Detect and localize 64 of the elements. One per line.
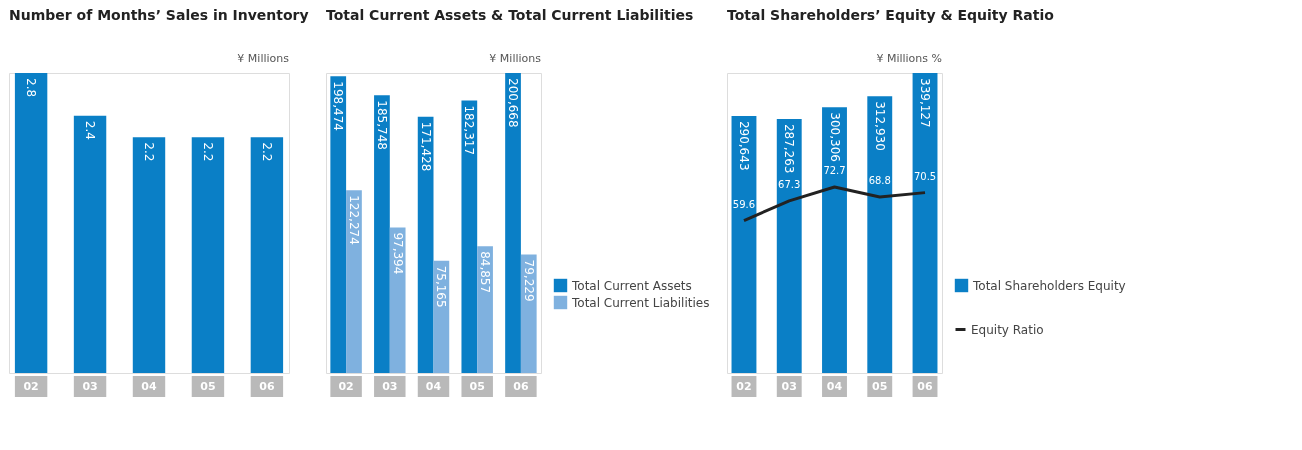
data-label: 84,857 xyxy=(478,251,493,294)
data-label: 312,930 xyxy=(872,101,887,151)
data-label: 75,165 xyxy=(434,265,449,308)
data-label: 290,643 xyxy=(736,120,751,171)
x-tick-label: 02 xyxy=(23,380,39,393)
data-label: 185,748 xyxy=(374,100,389,150)
chart-title: Total Shareholders’ Equity & Equity Ratio xyxy=(727,7,1055,23)
x-tick-label: 02 xyxy=(736,380,752,393)
legend-label: Total Current Assets xyxy=(571,278,692,293)
chart-subtitle: ¥ Millions xyxy=(237,52,290,65)
bar xyxy=(461,100,478,373)
data-label: 198,474 xyxy=(331,81,346,131)
x-tick-label: 04 xyxy=(141,380,157,393)
x-tick-label: 03 xyxy=(382,380,398,393)
chart-subtitle: ¥ Millions xyxy=(489,52,542,65)
data-label: 2.2 xyxy=(200,142,215,162)
x-tick-label: 05 xyxy=(469,380,485,393)
chart-title: Number of Months’ Sales in Inventory xyxy=(9,7,309,23)
data-label: 2.2 xyxy=(259,142,274,162)
bar xyxy=(776,118,802,373)
data-label: 300,306 xyxy=(827,112,842,162)
data-label: 79,229 xyxy=(521,259,536,302)
x-tick-label: 05 xyxy=(200,380,216,393)
bar xyxy=(477,246,493,373)
x-tick-label: 06 xyxy=(513,380,529,393)
data-label: 171,428 xyxy=(418,121,433,172)
data-label: 2.8 xyxy=(24,78,39,98)
bar xyxy=(912,73,938,373)
x-tick-label: 06 xyxy=(917,380,934,393)
legend-label: Total Current Liabilities xyxy=(571,295,710,310)
x-tick-label: 04 xyxy=(425,380,442,393)
bar xyxy=(374,95,390,373)
bar xyxy=(505,73,521,373)
x-tick-label: 03 xyxy=(82,380,98,393)
data-label: 287,263 xyxy=(782,123,797,174)
bar xyxy=(822,107,847,373)
data-label: 122,274 xyxy=(346,195,361,245)
bar xyxy=(389,227,406,373)
data-label: 59.6 xyxy=(732,198,756,210)
x-tick-label: 03 xyxy=(781,380,797,393)
data-label: 70.5 xyxy=(913,170,937,182)
legend-label: Equity Ratio xyxy=(971,322,1044,337)
bar xyxy=(520,254,537,373)
data-label: 200,668 xyxy=(506,78,521,128)
bar xyxy=(346,190,362,373)
data-label: 67.3 xyxy=(778,178,801,190)
data-label: 68.8 xyxy=(868,174,891,186)
data-label: 2.4 xyxy=(83,120,98,140)
bar xyxy=(867,96,893,373)
x-tick-label: 05 xyxy=(872,380,888,393)
data-label: 339,127 xyxy=(918,78,933,128)
data-label: 97,394 xyxy=(390,232,405,275)
x-tick-label: 02 xyxy=(338,380,354,393)
data-label: 2.2 xyxy=(142,142,156,162)
data-label: 72.7 xyxy=(823,165,846,176)
chart-title: Total Current Assets & Total Current Liabilities xyxy=(326,7,694,23)
bar xyxy=(330,76,347,373)
legend-label: Total Shareholders Equity xyxy=(972,278,1126,293)
bar xyxy=(417,116,434,373)
x-tick-label: 04 xyxy=(826,380,843,393)
x-tick-label: 06 xyxy=(259,380,275,393)
bar xyxy=(731,115,757,373)
data-label: 182,317 xyxy=(462,105,477,156)
chart-subtitle: ¥ Millions % xyxy=(876,52,942,65)
